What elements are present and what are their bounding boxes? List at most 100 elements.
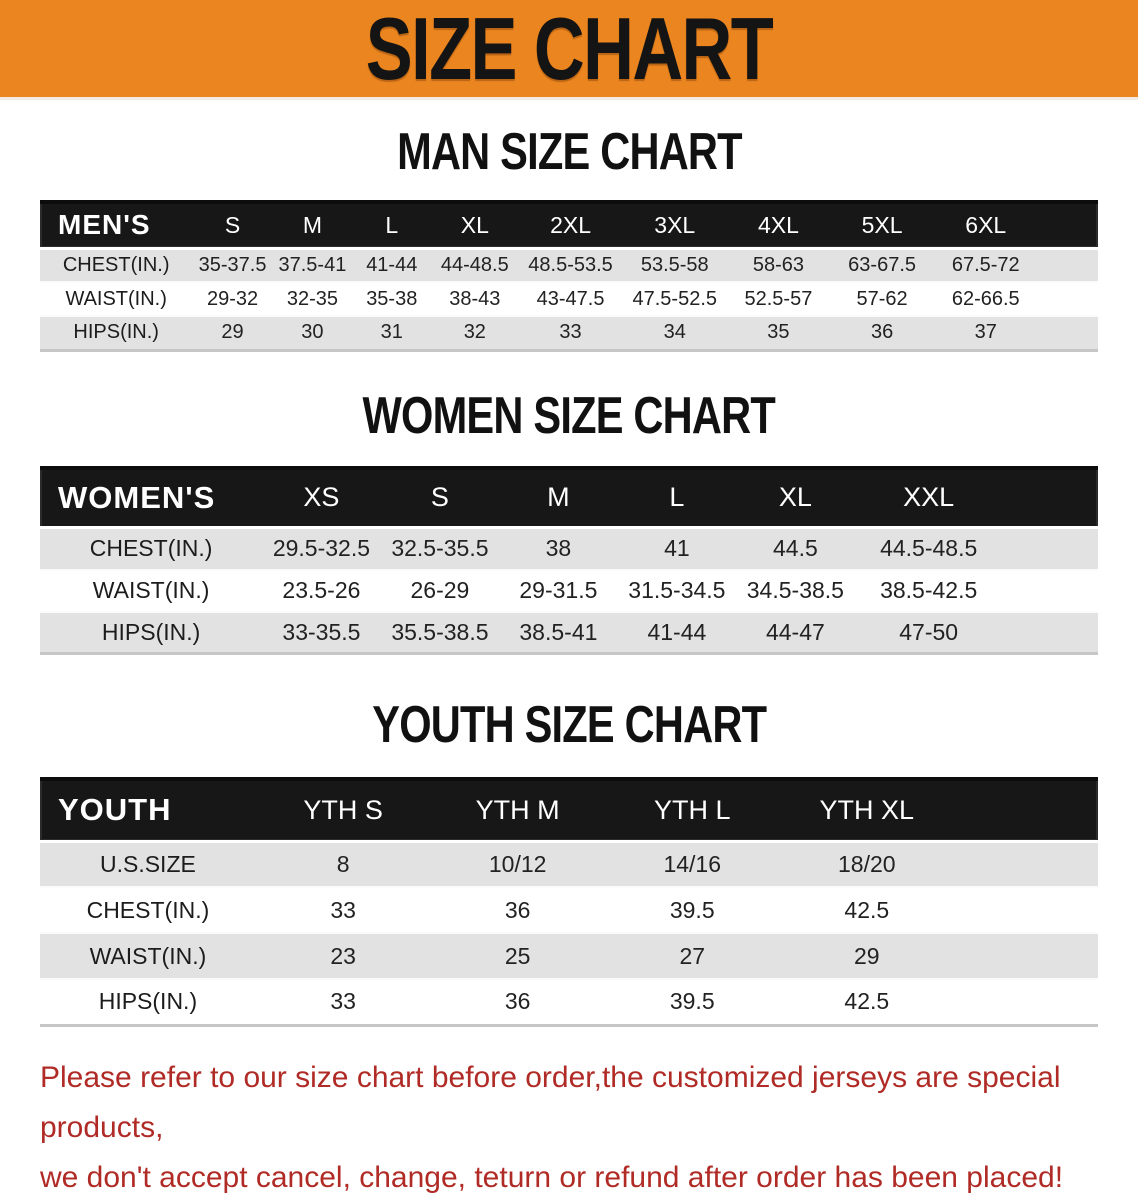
data-cell: 35-38	[366, 287, 418, 310]
data-cell: 42.5	[844, 988, 890, 1015]
spacer-cell	[1003, 570, 1098, 612]
men-heading-text: MAN SIZE CHART	[396, 123, 742, 181]
data-cell: 44-47	[765, 618, 825, 645]
data-cell: 44.5	[772, 535, 818, 562]
data-cell: 52.5-57	[744, 287, 813, 310]
data-cell: 37.5-41	[278, 253, 347, 276]
header-row: YOUTH YTH S YTH M YTH L YTH XL	[40, 779, 1098, 841]
women-table-body: CHEST(IN.) 29.5-32.5 32.5-35.5 38 41 44.5 44.5…	[40, 527, 1098, 654]
data-cell: 26-29	[410, 577, 470, 603]
column-header: M	[302, 211, 322, 238]
column-header: S	[430, 482, 449, 513]
row-label: U.S.SIZE	[99, 850, 196, 877]
data-cell: 57-62	[856, 287, 908, 310]
row-label: CHEST(IN.)	[89, 535, 213, 562]
data-cell: 25	[504, 942, 531, 969]
data-cell: 53.5-58	[640, 253, 709, 276]
spacer-cell	[1003, 528, 1098, 570]
spacer-cell	[1038, 202, 1098, 248]
column-header: 5XL	[861, 211, 903, 238]
data-cell: 41	[664, 535, 690, 562]
women-table-header: WOMEN'S XS S M L XL XXL	[40, 467, 1098, 528]
group-label: MEN'S	[58, 209, 151, 241]
column-header: XL	[778, 482, 812, 513]
spacer-cell	[1038, 248, 1098, 282]
spacer-cell	[1038, 316, 1098, 350]
row-label: CHEST(IN.)	[62, 253, 170, 276]
row-label: WAIST(IN.)	[65, 287, 167, 310]
data-cell: 67.5-72	[951, 253, 1020, 276]
data-cell: 42.5	[844, 896, 890, 923]
spacer-cell	[954, 887, 1098, 933]
group-label: YOUTH	[58, 792, 172, 828]
data-cell: 18/20	[838, 850, 896, 877]
column-header: YTH L	[653, 794, 731, 825]
column-header: YTH XL	[819, 794, 915, 825]
row-label: HIPS(IN.)	[98, 988, 198, 1015]
women-section-heading: WOMEN SIZE CHART	[0, 390, 1138, 442]
data-cell: 48.5-53.5	[528, 253, 613, 276]
order-policy-note: Please refer to our size chart before or…	[40, 1053, 1138, 1203]
data-cell: 39.5	[669, 988, 715, 1015]
data-cell: 39.5	[669, 896, 715, 923]
data-cell: 27	[679, 942, 706, 969]
data-cell: 33	[559, 321, 582, 344]
table-row: WAIST(IN.) 29-32 32-35 35-38 38-43 43-47.5 47.…	[40, 282, 1098, 316]
column-header: XS	[303, 482, 340, 513]
data-cell: 29-31.5	[519, 577, 598, 603]
column-header: S	[224, 211, 241, 238]
banner: SIZE CHART	[0, 0, 1138, 100]
spacer-cell	[954, 841, 1098, 887]
data-cell: 34	[663, 321, 686, 344]
men-section-heading: MAN SIZE CHART	[0, 126, 1138, 178]
data-cell: 38-43	[449, 287, 501, 310]
column-header: YTH S	[303, 794, 383, 825]
data-cell: 30	[301, 321, 324, 344]
table-row: CHEST(IN.) 35-37.5 37.5-41 41-44 44-48.5 48.5…	[40, 248, 1098, 282]
column-header: YTH M	[475, 794, 560, 825]
data-cell: 32	[463, 321, 486, 344]
youth-section-heading: YOUTH SIZE CHART	[0, 699, 1138, 751]
data-cell: 31	[380, 321, 403, 344]
data-cell: 47.5-52.5	[632, 287, 718, 310]
data-cell: 41-44	[647, 618, 707, 645]
data-cell: 33	[330, 896, 356, 923]
row-label: WAIST(IN.)	[89, 942, 207, 969]
table-row: CHEST(IN.) 33 36 39.5 42.5	[40, 887, 1098, 933]
data-cell: 47-50	[899, 618, 959, 645]
row-label: CHEST(IN.)	[86, 896, 210, 923]
women-size-table: WOMEN'S XS S M L XL XXL CHEST(IN.) 29.5-32.5 32.…	[40, 465, 1098, 656]
note-line-2: we don't accept cancel, change, teturn o…	[40, 1160, 1064, 1194]
data-cell: 10/12	[488, 850, 547, 877]
table-row: U.S.SIZE 8 10/12 14/16 18/20	[40, 841, 1098, 887]
group-label: WOMEN'S	[58, 479, 216, 515]
spacer-cell	[954, 979, 1098, 1025]
data-cell: 37	[974, 321, 997, 344]
table-row: CHEST(IN.) 29.5-32.5 32.5-35.5 38 41 44.5 44.5…	[40, 527, 1098, 570]
data-cell: 8	[336, 850, 350, 877]
youth-table-header: YOUTH YTH S YTH M YTH L YTH XL	[40, 779, 1098, 841]
youth-table-body: U.S.SIZE 8 10/12 14/16 18/20 CHEST(IN.) 33 36 39…	[40, 841, 1098, 1025]
data-cell: 33-35.5	[282, 618, 361, 645]
youth-heading-text: YOUTH SIZE CHART	[372, 696, 767, 754]
data-cell: 29	[221, 321, 244, 344]
data-cell: 34.5-38.5	[746, 577, 844, 603]
data-cell: 31.5-34.5	[628, 577, 726, 603]
spacer-cell	[1003, 612, 1098, 654]
data-cell: 38.5-42.5	[880, 577, 978, 603]
data-cell: 62-66.5	[951, 287, 1020, 310]
data-cell: 36	[870, 321, 894, 344]
note-line-1: Please refer to our size chart before or…	[40, 1060, 1061, 1144]
spacer-cell	[954, 933, 1098, 979]
data-cell: 35-37.5	[198, 253, 267, 276]
table-row: HIPS(IN.) 29 30 31 32 33 34 35 36 37	[40, 316, 1098, 350]
row-label: WAIST(IN.)	[92, 577, 210, 603]
data-cell: 38.5-41	[519, 618, 598, 645]
data-cell: 63-67.5	[848, 253, 917, 276]
men-size-table: MEN'S S M L XL 2XL 3XL 4XL 5XL 6XL CHEST(IN.) 35-3…	[40, 200, 1098, 352]
header-row: MEN'S S M L XL 2XL 3XL 4XL 5XL 6XL	[40, 202, 1098, 248]
data-cell: 44.5-48.5	[880, 535, 978, 562]
data-cell: 41-44	[366, 253, 418, 276]
column-header: 6XL	[965, 211, 1007, 238]
column-header: XXL	[903, 482, 955, 513]
